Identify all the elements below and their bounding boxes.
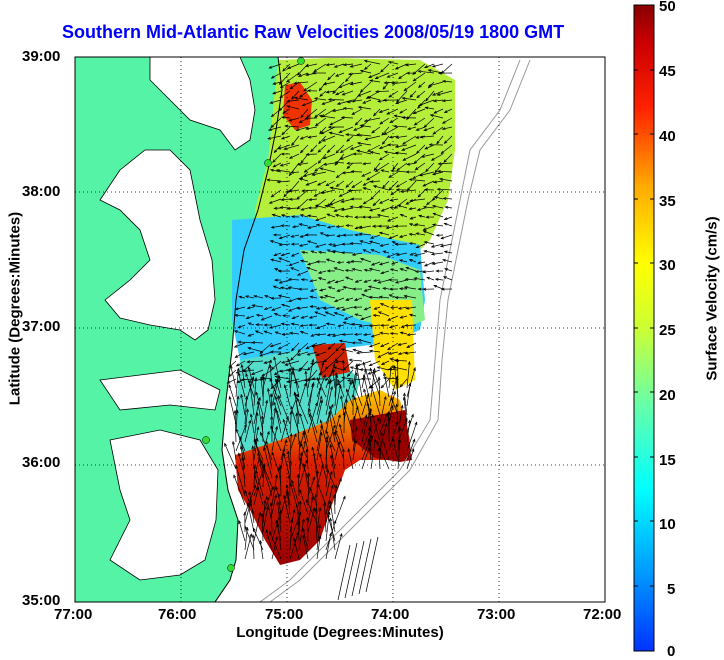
radar-site-2 [265,160,272,167]
radar-site-3 [203,437,210,444]
radar-site-4 [228,565,235,572]
radar-site-1 [298,58,305,65]
pamlico-sound [110,430,218,580]
